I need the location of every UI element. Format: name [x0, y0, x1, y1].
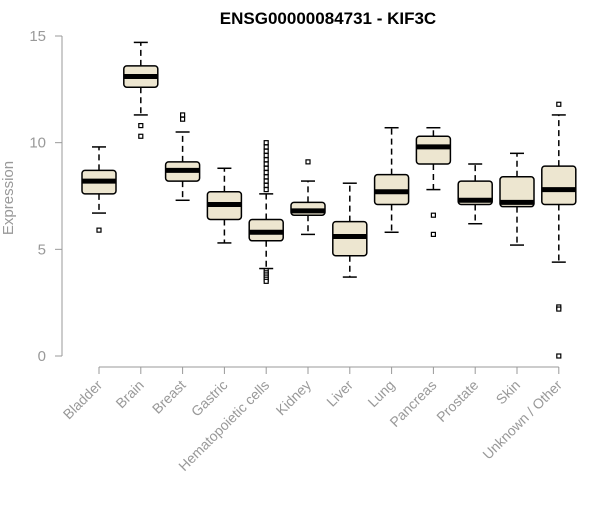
y-tick-label: 10	[29, 135, 46, 152]
chart-title: ENSG00000084731 - KIF3C	[220, 9, 436, 28]
y-tick-label: 15	[29, 28, 46, 45]
box-group	[541, 101, 577, 359]
box-group	[290, 159, 326, 236]
box-group	[81, 146, 117, 233]
x-tick-label: Kidney	[273, 377, 315, 419]
x-tick-label: Prostate	[433, 377, 481, 425]
outlier-point	[430, 231, 436, 237]
x-tick-label: Breast	[149, 377, 189, 417]
outlier-point	[263, 161, 269, 167]
outlier-point	[263, 178, 269, 184]
box-group	[332, 182, 368, 278]
y-axis: 0 5 10 15	[29, 28, 63, 365]
outlier-point	[263, 165, 269, 171]
x-tick-label: Lung	[364, 377, 397, 410]
box-group	[415, 126, 452, 237]
boxes-group	[81, 41, 577, 359]
box-iqr	[541, 165, 577, 206]
outlier-point	[556, 353, 562, 359]
box-group	[373, 126, 410, 234]
outlier-point	[556, 101, 562, 107]
box-group	[457, 163, 493, 225]
outlier-point	[263, 182, 269, 188]
y-tick-label: 0	[38, 348, 46, 365]
box-iqr	[499, 176, 535, 208]
box-group	[164, 112, 201, 202]
box-group	[206, 167, 243, 244]
x-tick-label: Bladder	[60, 377, 106, 423]
outlier-point	[180, 112, 186, 118]
outlier-point	[430, 212, 436, 218]
outlier-point	[263, 157, 269, 163]
outlier-point	[263, 278, 269, 284]
outlier-point	[96, 227, 102, 233]
outlier-point	[263, 169, 269, 176]
outlier-point	[138, 133, 144, 139]
x-tick-label: Unknown / Other	[479, 377, 565, 463]
box-group	[499, 152, 535, 246]
outlier-point	[263, 140, 269, 146]
outlier-point	[263, 152, 269, 159]
y-axis-title: Expression	[0, 161, 17, 235]
outlier-point	[263, 174, 269, 180]
outlier-point	[263, 148, 269, 154]
outlier-point	[263, 144, 269, 150]
outlier-point	[556, 306, 562, 312]
box-iqr	[415, 135, 452, 165]
box-group	[248, 140, 284, 284]
x-tick-label: Liver	[323, 377, 356, 410]
outlier-point	[138, 122, 144, 129]
outlier-point	[305, 159, 311, 165]
outlier-point	[180, 116, 186, 122]
x-tick-label: Brain	[112, 377, 146, 411]
x-tick-label: Skin	[493, 377, 524, 408]
y-tick-label: 5	[38, 241, 46, 258]
box-group	[123, 41, 159, 139]
outlier-point	[263, 187, 269, 193]
